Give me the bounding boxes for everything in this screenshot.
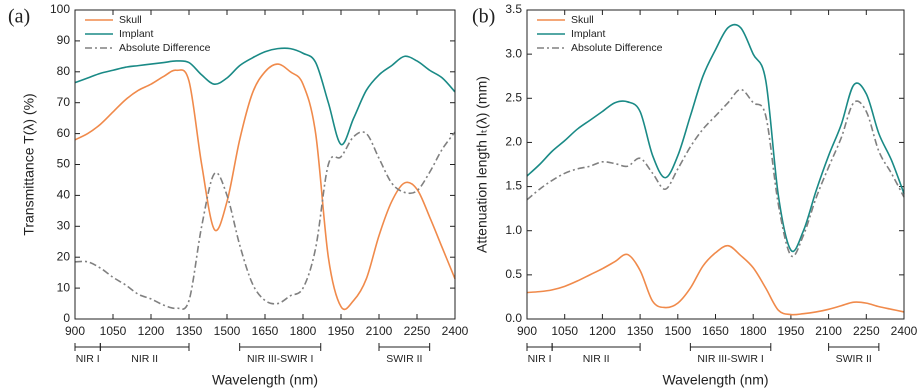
x-tick-label: 1800 xyxy=(290,324,317,338)
series-line xyxy=(526,88,905,258)
band-label: NIR I xyxy=(76,353,100,365)
band-label: NIR III-SWIR I xyxy=(247,353,314,365)
y-tick-label: 1.0 xyxy=(505,223,522,237)
x-tick-label: 1350 xyxy=(627,324,654,338)
x-tick-label: 1650 xyxy=(252,324,279,338)
x-tick-label: 2400 xyxy=(891,324,917,338)
series-line xyxy=(74,47,456,146)
series-line xyxy=(74,131,456,310)
x-tick-label: 1500 xyxy=(664,324,691,338)
x-tick-label: 1950 xyxy=(778,324,805,338)
x-tick-label: 900 xyxy=(517,324,537,338)
y-tick-label: 1.5 xyxy=(505,179,522,193)
band-label: NIR II xyxy=(131,353,158,365)
y-tick-label: 0 xyxy=(63,311,70,325)
y-tick-label: 80 xyxy=(57,64,71,78)
y-tick-label: 3.5 xyxy=(505,2,522,16)
x-tick-label: 2100 xyxy=(815,324,842,338)
band-label: SWIR II xyxy=(386,353,422,365)
band-label: SWIR II xyxy=(836,353,872,365)
x-tick-label: 1050 xyxy=(551,324,578,338)
plot-frame xyxy=(526,9,905,320)
series-line xyxy=(74,63,456,311)
x-tick-label: 1650 xyxy=(702,324,729,338)
y-tick-label: 100 xyxy=(50,2,70,16)
y-tick-label: 0.0 xyxy=(505,311,522,325)
y-tick-label: 0.5 xyxy=(505,267,522,281)
band-label: NIR III-SWIR I xyxy=(697,353,764,365)
legend-label: Implant xyxy=(571,28,606,40)
series-line xyxy=(526,23,905,253)
x-axis-label: Wavelength (nm) xyxy=(212,372,318,388)
y-tick-label: 90 xyxy=(57,33,71,47)
x-tick-label: 1800 xyxy=(740,324,767,338)
series-line xyxy=(526,244,905,316)
y-tick-label: 3.0 xyxy=(505,46,522,60)
band-label: NIR I xyxy=(528,353,552,365)
x-tick-label: 1950 xyxy=(328,324,355,338)
x-tick-label: 1350 xyxy=(176,324,203,338)
panel-label: (b) xyxy=(472,6,495,28)
y-tick-label: 2.0 xyxy=(505,135,522,149)
x-tick-label: 1050 xyxy=(100,324,127,338)
legend-label: Skull xyxy=(119,14,142,26)
x-axis-label: Wavelength (nm) xyxy=(662,372,768,388)
y-tick-label: 10 xyxy=(57,280,71,294)
x-tick-label: 2250 xyxy=(404,324,431,338)
y-axis-label: Transmittance T(λ) (%) xyxy=(21,93,37,235)
x-tick-label: 2400 xyxy=(442,324,469,338)
x-tick-label: 900 xyxy=(65,324,85,338)
y-tick-label: 2.5 xyxy=(505,90,522,104)
y-tick-label: 60 xyxy=(57,126,71,140)
x-tick-label: 1500 xyxy=(214,324,241,338)
x-tick-label: 2100 xyxy=(366,324,393,338)
panel-label: (a) xyxy=(8,6,30,28)
legend-label: Implant xyxy=(119,28,154,40)
y-tick-label: 30 xyxy=(57,218,71,232)
x-tick-label: 2250 xyxy=(853,324,880,338)
x-tick-label: 1200 xyxy=(589,324,616,338)
plot-frame xyxy=(74,9,456,320)
y-tick-label: 70 xyxy=(57,95,71,109)
legend-label: Skull xyxy=(571,14,594,26)
y-tick-label: 50 xyxy=(57,157,71,171)
y-axis-label: Attenuation length lₜ(λ) (mm) xyxy=(474,76,490,253)
legend-label: Absolute Difference xyxy=(119,42,211,54)
y-tick-label: 40 xyxy=(57,188,71,202)
legend-label: Absolute Difference xyxy=(571,42,663,54)
band-label: NIR II xyxy=(583,353,610,365)
x-tick-label: 1200 xyxy=(138,324,165,338)
y-tick-label: 20 xyxy=(57,249,71,263)
